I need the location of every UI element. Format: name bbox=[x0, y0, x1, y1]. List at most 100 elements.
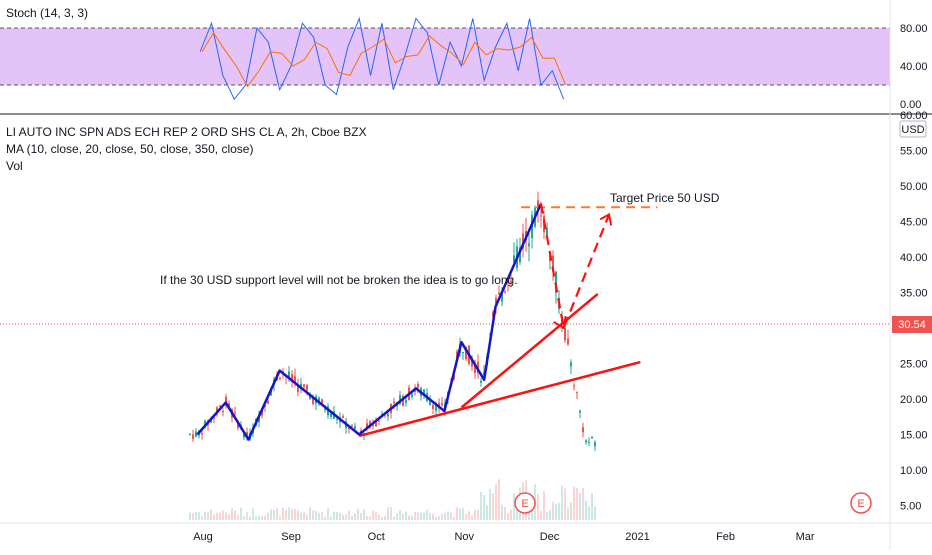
earnings-marker-future[interactable]: E bbox=[850, 492, 872, 514]
volume-bar bbox=[504, 507, 506, 520]
volume-bar bbox=[363, 509, 365, 520]
stoch-tick-label: 40.00 bbox=[900, 61, 928, 73]
symbol-title[interactable]: LI AUTO INC SPN ADS ECH REP 2 ORD SHS CL… bbox=[6, 125, 367, 139]
target-price-annotation[interactable]: Target Price 50 USD bbox=[610, 191, 720, 205]
candle-body bbox=[288, 371, 290, 379]
candle-body bbox=[192, 434, 194, 439]
volume-bar bbox=[243, 516, 245, 520]
candle-body bbox=[354, 426, 356, 429]
volume-bar bbox=[585, 500, 587, 520]
volume-bar bbox=[399, 510, 401, 520]
volume-bar bbox=[558, 502, 560, 520]
candle-body bbox=[435, 404, 437, 411]
candle-body bbox=[522, 233, 524, 249]
projection-path[interactable] bbox=[539, 203, 611, 332]
earnings-marker[interactable]: E bbox=[514, 492, 536, 514]
currency-badge[interactable] bbox=[899, 120, 927, 138]
candle-body bbox=[411, 394, 413, 397]
price-tick-label: 35.00 bbox=[900, 288, 928, 300]
ma-indicator-label[interactable]: MA (10, close, 20, close, 50, close, 350… bbox=[6, 142, 254, 156]
volume-bar bbox=[282, 507, 284, 520]
volume-bar bbox=[510, 509, 512, 520]
volume-bar bbox=[570, 502, 572, 520]
volume-bar bbox=[540, 510, 542, 520]
candle-body bbox=[429, 400, 431, 406]
candle-body bbox=[291, 374, 293, 382]
volume-bar bbox=[378, 514, 380, 520]
volume-bar bbox=[501, 504, 503, 520]
volume-bar bbox=[291, 509, 293, 520]
candle-body bbox=[480, 380, 482, 383]
candle-body bbox=[585, 440, 587, 443]
volume-bar bbox=[273, 509, 275, 520]
candle-body bbox=[213, 417, 215, 419]
trendline-upper[interactable] bbox=[460, 292, 599, 409]
candle-body bbox=[489, 333, 491, 335]
volume-bar bbox=[384, 516, 386, 520]
volume-bar bbox=[207, 512, 209, 520]
candle-body bbox=[372, 425, 374, 427]
volume-bar bbox=[348, 510, 350, 520]
volume-bar bbox=[303, 512, 305, 520]
volume-bar bbox=[306, 515, 308, 520]
volume-bar bbox=[477, 509, 479, 520]
volume-bar bbox=[195, 512, 197, 520]
zigzag-line[interactable] bbox=[196, 203, 543, 441]
candle-body bbox=[294, 376, 296, 383]
volume-bar bbox=[462, 508, 464, 520]
volume-bar bbox=[426, 509, 428, 520]
earnings-marker-label: E bbox=[521, 498, 528, 510]
candle-body bbox=[330, 413, 332, 417]
candle-body bbox=[375, 420, 377, 427]
candle-body bbox=[546, 227, 548, 236]
volume-bar bbox=[483, 495, 485, 520]
candle-body bbox=[441, 403, 443, 406]
volume-bar bbox=[237, 514, 239, 520]
candle-body bbox=[342, 416, 344, 418]
candle-body bbox=[591, 436, 593, 439]
volume-bar bbox=[387, 507, 389, 520]
volume-bar bbox=[474, 510, 476, 520]
candle-body bbox=[417, 384, 419, 388]
volume-bar bbox=[357, 508, 359, 520]
volume-bar bbox=[588, 506, 590, 520]
candle-body bbox=[267, 401, 269, 404]
volume-bar bbox=[333, 511, 335, 520]
volume-bar bbox=[576, 487, 578, 520]
volume-bar bbox=[204, 511, 206, 520]
candle-body bbox=[432, 404, 434, 409]
volume-bar bbox=[231, 508, 233, 520]
volume-bar bbox=[438, 516, 440, 520]
candle-body bbox=[570, 362, 572, 367]
volume-bar bbox=[255, 516, 257, 520]
price-tick-label: 50.00 bbox=[900, 181, 928, 193]
volume-bar bbox=[498, 479, 500, 520]
candle-body bbox=[537, 200, 539, 212]
candle-body bbox=[555, 271, 557, 293]
candle-body bbox=[201, 432, 203, 435]
volume-bar bbox=[396, 513, 398, 520]
volume-bar bbox=[486, 505, 488, 520]
stoch-k-line bbox=[199, 16, 565, 101]
candle-body bbox=[351, 425, 353, 427]
idea-annotation[interactable]: If the 30 USD support level will not be … bbox=[160, 273, 518, 287]
trendline-lower[interactable] bbox=[358, 360, 641, 438]
stoch-indicator-label[interactable]: Stoch (14, 3, 3) bbox=[6, 6, 89, 20]
volume-bar bbox=[330, 516, 332, 520]
volume-bar bbox=[252, 508, 254, 520]
time-tick-label: Mar bbox=[796, 531, 815, 543]
candle-body bbox=[348, 427, 350, 429]
volume-bar bbox=[372, 510, 374, 520]
volume-bar bbox=[420, 512, 422, 520]
volume-bar bbox=[381, 516, 383, 520]
volume-bar bbox=[264, 515, 266, 520]
time-tick-label: Sep bbox=[281, 531, 301, 543]
earnings-marker-future-label: E bbox=[857, 498, 864, 510]
volume-indicator-label[interactable]: Vol bbox=[6, 159, 23, 173]
volume-bar bbox=[456, 507, 458, 520]
volume-bar bbox=[213, 514, 215, 520]
volume-bar bbox=[192, 512, 194, 520]
volume-bar bbox=[342, 514, 344, 520]
volume-bar bbox=[495, 484, 497, 520]
